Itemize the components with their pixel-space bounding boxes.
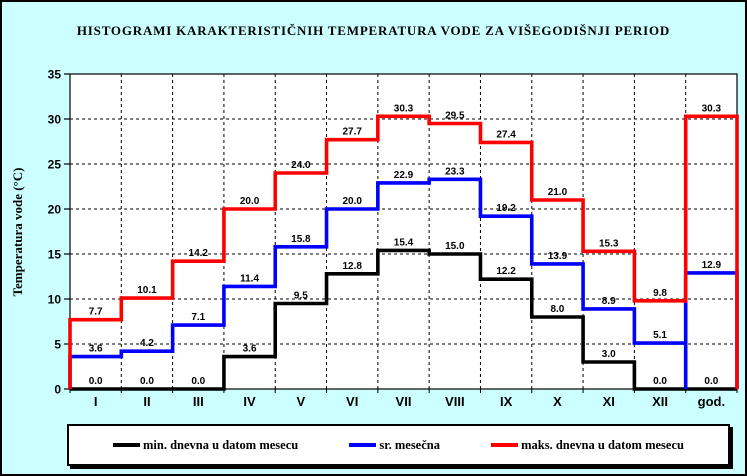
data-label: 15.3: [599, 238, 619, 249]
data-label: 0.0: [704, 376, 718, 387]
data-label: 9.8: [653, 288, 667, 299]
data-label: 12.8: [342, 261, 362, 272]
data-label: 30.3: [702, 103, 722, 114]
data-label: 23.3: [445, 166, 465, 177]
data-label: 20.0: [240, 196, 260, 207]
data-label: 5.1: [653, 330, 667, 341]
legend-label-min: min. dnevna u datom mesecu: [143, 437, 299, 452]
data-label: 0.0: [653, 376, 667, 387]
x-category-label: VIII: [445, 394, 465, 409]
data-label: 4.2: [140, 338, 154, 349]
data-label: 14.2: [189, 248, 209, 259]
x-category-label: V: [297, 394, 306, 409]
data-label: 13.9: [548, 251, 568, 262]
chart-legend: min. dnevna u datom mesecu sr. mesečna m…: [67, 424, 730, 466]
legend-item-min: min. dnevna u datom mesecu: [113, 438, 298, 453]
y-tick-label: 35: [48, 68, 62, 82]
mean-series-line-sample: [349, 443, 377, 447]
x-category-label: XI: [603, 394, 615, 409]
data-label: 15.0: [445, 241, 465, 252]
data-label: 7.1: [191, 312, 205, 323]
data-label: 22.9: [394, 170, 414, 181]
y-tick-label: 5: [54, 338, 61, 352]
y-tick-label: 15: [48, 248, 62, 262]
data-label: 15.8: [291, 234, 311, 245]
data-label: 29.5: [445, 111, 465, 122]
chart-title: HISTOGRAMI KARAKTERISTIČNIH TEMPERATURA …: [76, 23, 671, 38]
series-line-0: [70, 248, 737, 391]
data-label: 12.2: [496, 266, 516, 277]
data-label: 3.6: [89, 344, 103, 355]
data-label: 12.9: [702, 260, 722, 271]
data-label: 11.4: [240, 273, 259, 284]
data-label: 8.0: [550, 304, 564, 315]
data-label: 0.0: [89, 376, 103, 387]
data-label: 7.7: [89, 307, 103, 318]
data-label: 21.0: [548, 187, 568, 198]
min-series-line-sample: [113, 443, 140, 447]
data-label: 8.9: [602, 296, 616, 307]
y-tick-label: 20: [48, 203, 62, 217]
data-label: 3.6: [243, 344, 257, 355]
legend-item-max: maks. dnevna u datom mesecu: [491, 438, 684, 453]
plot-area: [70, 74, 737, 389]
data-label: 27.4: [496, 129, 516, 140]
data-label: 10.1: [137, 285, 157, 296]
data-label: 24.0: [291, 160, 311, 171]
x-category-label: I: [94, 394, 98, 409]
series-line-1: [68, 177, 739, 389]
data-label: 0.0: [191, 376, 205, 387]
data-label: 20.0: [342, 196, 362, 207]
series-line-2: [68, 114, 739, 389]
x-category-label: II: [143, 394, 150, 409]
legend-label-mean: sr. mesečna: [379, 437, 440, 452]
data-label: 15.4: [394, 237, 414, 248]
data-label: 27.7: [342, 127, 362, 138]
max-series-line-sample: [491, 443, 519, 447]
legend-item-mean: sr. mesečna: [349, 438, 440, 453]
data-label: 30.3: [394, 103, 414, 114]
y-tick-label: 30: [48, 113, 62, 127]
y-axis-title: Temperatura vode (°C): [10, 168, 25, 297]
data-label: 19.2: [496, 203, 516, 214]
x-category-label: god.: [698, 394, 725, 409]
x-category-label: X: [553, 394, 562, 409]
x-category-label: IV: [243, 394, 256, 409]
legend-label-max: maks. dnevna u datom mesecu: [521, 437, 684, 452]
x-category-label: IX: [500, 394, 513, 409]
x-category-label: VII: [396, 394, 412, 409]
data-label: 9.5: [294, 291, 308, 302]
y-tick-label: 10: [48, 293, 62, 307]
x-category-label: XII: [652, 394, 668, 409]
x-category-label: III: [193, 394, 204, 409]
y-tick-label: 25: [48, 158, 62, 172]
y-tick-label: 0: [54, 383, 61, 397]
data-label: 3.0: [602, 349, 616, 360]
data-label: 0.0: [140, 376, 154, 387]
x-category-label: VI: [346, 394, 358, 409]
